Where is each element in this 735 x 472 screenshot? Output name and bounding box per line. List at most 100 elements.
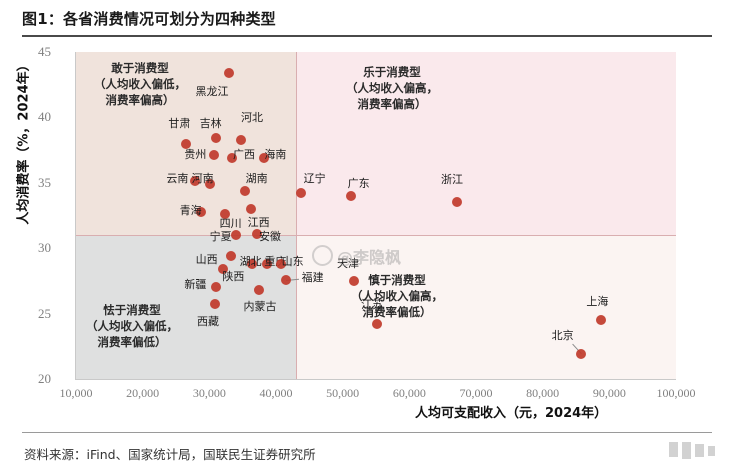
data-point[interactable]	[596, 315, 607, 326]
data-point[interactable]	[224, 67, 235, 78]
data-point[interactable]	[245, 203, 256, 214]
x-tick-label: 60,000	[392, 386, 426, 400]
data-point[interactable]	[240, 185, 251, 196]
data-point-label: 四川	[219, 217, 242, 231]
data-point-label: 江苏	[361, 298, 383, 312]
data-point-label: 吉林	[199, 116, 222, 130]
data-point[interactable]	[251, 228, 262, 239]
data-point-label: 内蒙古	[243, 299, 277, 313]
data-point[interactable]	[259, 152, 269, 163]
data-point-label: 陕西	[222, 269, 245, 283]
data-point[interactable]	[209, 299, 220, 310]
data-point[interactable]	[181, 138, 191, 149]
data-point[interactable]	[346, 190, 357, 201]
data-point[interactable]	[372, 319, 383, 330]
data-point-label: 湖北	[239, 255, 262, 269]
data-point[interactable]	[254, 285, 265, 296]
quadrant-divider-vertical	[296, 52, 297, 379]
data-point[interactable]	[227, 152, 237, 163]
data-point[interactable]	[195, 206, 206, 217]
data-point[interactable]	[211, 133, 221, 144]
data-point[interactable]	[220, 209, 231, 220]
quadrant-label-line: 乐于消费型	[363, 65, 421, 79]
data-point[interactable]	[261, 258, 272, 269]
data-point-label: 河南	[191, 171, 214, 185]
data-point-label: 山西	[195, 252, 218, 266]
data-point-label: 西藏	[197, 315, 219, 329]
y-tick-label: 25	[38, 305, 51, 321]
x-tick-label: 90,000	[592, 386, 626, 400]
x-tick-label: 10,000	[59, 386, 93, 400]
data-point[interactable]	[247, 258, 257, 269]
x-tick-label: 20,000	[126, 386, 160, 400]
data-point[interactable]	[218, 264, 229, 275]
data-point-label: 广西	[233, 148, 255, 162]
y-tick-label: 35	[38, 174, 51, 190]
footer-divider	[22, 432, 712, 433]
data-point[interactable]	[452, 197, 463, 208]
data-point-label: 上海	[586, 294, 609, 308]
quadrant-label-line: 消费率偏低）	[97, 335, 167, 349]
data-point-label: 青海	[179, 204, 202, 218]
data-point[interactable]	[296, 188, 307, 199]
x-tick-label: 50,000	[326, 386, 360, 400]
quadrant-label-line: （人均收入偏高，	[346, 81, 438, 95]
quadrant-bottom-left	[76, 236, 297, 379]
x-tick-label: 70,000	[459, 386, 493, 400]
quadrant-label-line: （人均收入偏低，	[86, 319, 178, 333]
figure-title-bar: 图1：各省消费情况可划分为四种类型	[22, 8, 712, 40]
data-point[interactable]	[349, 275, 359, 286]
axis-line-y	[75, 52, 76, 380]
data-point-label: 福建	[301, 270, 324, 284]
quadrant-label-bottom-right: 慎于消费型 （人均收入偏高， 消费率偏低）	[351, 272, 443, 320]
quadrant-label-line: （人均收入偏高，	[351, 289, 443, 303]
data-point[interactable]	[275, 258, 286, 269]
data-point-label: 广东	[347, 176, 370, 190]
source-note: 资料来源：iFind、国家统计局，国联民生证券研究所	[24, 447, 316, 462]
x-tick-label: 40,000	[259, 386, 293, 400]
data-point[interactable]	[209, 150, 219, 161]
y-tick-label: 20	[38, 371, 51, 386]
quadrant-label-line: 怯于消费型	[103, 303, 161, 317]
quadrant-label-line: （人均收入偏低，	[94, 77, 186, 91]
quadrant-divider-horizontal	[76, 235, 676, 236]
data-point[interactable]	[231, 230, 241, 241]
data-point-label: 新疆	[184, 277, 207, 291]
data-point[interactable]	[226, 251, 237, 262]
data-point-label: 天津	[337, 256, 359, 270]
x-tick-label: 80,000	[526, 386, 560, 400]
data-point[interactable]	[189, 176, 200, 187]
x-tick-label: 30,000	[192, 386, 226, 400]
data-point-label: 宁夏	[209, 230, 232, 244]
footer-logo-bar	[669, 442, 678, 457]
quadrant-label-line: 消费率偏高）	[105, 93, 175, 107]
quadrant-label-line: 消费率偏高）	[357, 97, 427, 111]
data-point-label: 北京	[551, 328, 574, 342]
data-point[interactable]	[575, 349, 586, 360]
data-point-label: 山东	[281, 255, 304, 269]
data-point[interactable]	[211, 282, 221, 293]
data-point-label: 贵州	[184, 148, 207, 162]
data-point-label: 湖南	[245, 171, 268, 185]
data-point[interactable]	[205, 179, 215, 190]
footer-logo	[669, 442, 717, 459]
x-axis-title: 人均可支配收入（元，2024年）	[415, 406, 608, 421]
quadrant-label-top-left: 敢于消费型 （人均收入偏低， 消费率偏高）	[94, 60, 186, 108]
quadrant-label-line: 慎于消费型	[368, 273, 426, 287]
data-point-label: 安徽	[259, 230, 281, 244]
quadrant-label-line: 消费率偏低）	[362, 305, 432, 319]
x-tick-label: 100,000	[656, 386, 696, 400]
data-point-label: 浙江	[441, 172, 463, 186]
chart-figure: 敢于消费型 （人均收入偏低， 消费率偏高） 乐于消费型 （人均收入偏高， 消费率…	[0, 40, 735, 422]
data-point[interactable]	[281, 274, 291, 285]
data-point-label: 河北	[241, 111, 263, 125]
footer-logo-bar	[695, 444, 704, 457]
footer-logo-bar	[682, 442, 691, 459]
footer-logo-bar	[708, 446, 715, 456]
data-point[interactable]	[236, 134, 247, 145]
y-tick-label: 30	[38, 240, 51, 256]
quadrant-bottom-right	[297, 236, 676, 379]
data-point-label: 辽宁	[303, 171, 326, 185]
y-axis-title: 人均消费率（%，2024年）	[16, 58, 32, 225]
axis-line-x	[75, 379, 676, 380]
